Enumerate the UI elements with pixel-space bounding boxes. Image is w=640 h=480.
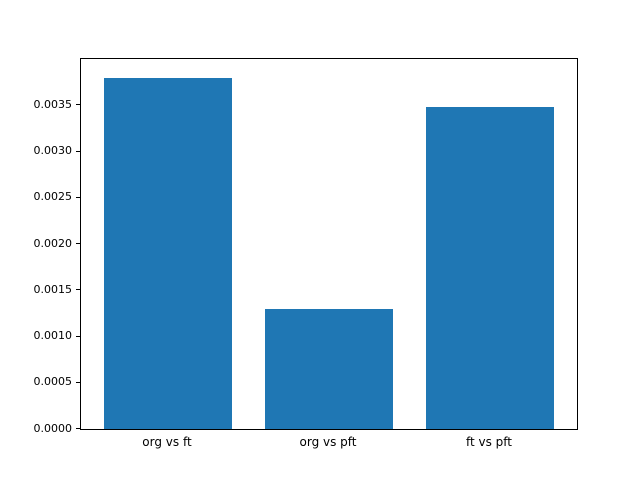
ytick-label: 0.0030	[33, 144, 73, 157]
ytick-label: 0.0005	[33, 375, 73, 389]
ytick-label: 0.0015	[33, 282, 73, 296]
bar-org-vs-pft	[264, 308, 394, 429]
ytick-label: 0.0000	[33, 421, 73, 435]
ytick-mark	[76, 289, 80, 291]
ytick-mark	[76, 150, 80, 152]
ytick-label: 0.0035	[33, 97, 73, 111]
plot-area	[80, 58, 578, 430]
ytick-mark	[76, 335, 80, 337]
ytick-mark	[76, 243, 80, 244]
xtick-label-ft-vs-pft: ft vs pft	[465, 435, 513, 449]
bar-ft-vs-pft	[425, 107, 555, 429]
ytick-mark	[76, 381, 80, 383]
ytick-label: 0.0020	[33, 236, 73, 250]
ytick-mark	[76, 196, 80, 198]
ytick-mark	[76, 428, 80, 429]
ytick-mark	[76, 104, 80, 106]
ytick-label: 0.0025	[33, 190, 73, 204]
xtick-label-org-vs-ft: org vs ft	[142, 435, 192, 449]
xtick-label-org-vs-pft: org vs pft	[299, 435, 357, 449]
ytick-label: 0.0010	[33, 329, 73, 342]
bar-org-vs-ft	[103, 77, 233, 429]
